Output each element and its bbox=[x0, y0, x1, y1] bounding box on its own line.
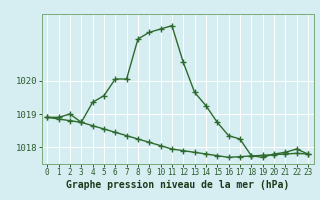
X-axis label: Graphe pression niveau de la mer (hPa): Graphe pression niveau de la mer (hPa) bbox=[66, 180, 289, 190]
